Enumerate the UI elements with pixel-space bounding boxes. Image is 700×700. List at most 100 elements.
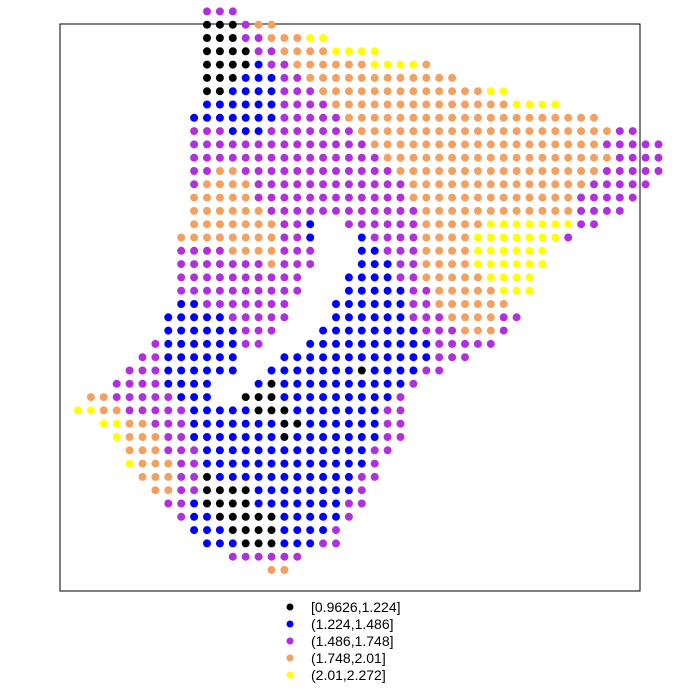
data-point [280, 167, 289, 175]
data-point [280, 393, 289, 402]
data-point [344, 127, 353, 136]
data-point [577, 167, 586, 175]
data-point [422, 260, 431, 269]
data-point [254, 539, 263, 548]
data-point [177, 499, 186, 508]
data-point [74, 406, 82, 415]
data-point [383, 313, 392, 322]
data-point [241, 526, 250, 535]
data-point [448, 273, 457, 282]
data-point [319, 393, 328, 402]
data-point [241, 393, 250, 402]
data-point [228, 34, 237, 42]
data-point [164, 353, 173, 362]
data-point [344, 393, 353, 402]
data-point [602, 206, 611, 215]
data-point [151, 459, 160, 468]
data-point [267, 419, 276, 428]
data-point [448, 153, 457, 162]
data-point [254, 552, 263, 561]
data-point [228, 113, 237, 122]
data-point [383, 353, 392, 362]
data-point [615, 180, 624, 189]
data-point [435, 286, 444, 295]
data-point [422, 140, 431, 149]
data-point [344, 180, 353, 189]
data-point [396, 326, 405, 335]
data-point [357, 180, 366, 189]
data-point [280, 113, 289, 122]
data-point [319, 339, 328, 348]
data-point [267, 379, 276, 388]
data-point [267, 552, 276, 561]
data-point [602, 180, 611, 189]
data-point [293, 552, 302, 561]
data-point [409, 220, 418, 229]
data-point [203, 419, 211, 428]
data-point [228, 220, 237, 229]
data-point [267, 60, 276, 69]
data-point [525, 206, 534, 215]
data-point [641, 167, 650, 175]
data-point [203, 193, 211, 202]
data-point [332, 366, 340, 375]
data-point [293, 446, 302, 455]
data-point [512, 313, 521, 322]
data-point [280, 446, 289, 455]
data-point [448, 260, 457, 269]
data-point [319, 472, 328, 481]
data-point [396, 220, 405, 229]
data-point [241, 206, 250, 215]
data-point [357, 127, 366, 136]
data-point [383, 406, 392, 415]
data-point [241, 446, 250, 455]
data-point [473, 206, 482, 215]
data-point [590, 167, 598, 175]
data-point [435, 113, 444, 122]
data-point [319, 512, 328, 521]
data-point [241, 20, 250, 29]
legend-marker-1 [286, 620, 294, 628]
data-point [138, 459, 147, 468]
data-point [435, 233, 444, 242]
data-point [357, 167, 366, 175]
data-point [241, 47, 250, 56]
data-point [512, 286, 521, 295]
data-point [525, 167, 534, 175]
data-point [254, 419, 263, 428]
data-point [293, 47, 302, 56]
data-point [332, 100, 340, 109]
data-point [344, 140, 353, 149]
data-point [138, 366, 147, 375]
data-point [357, 339, 366, 348]
data-point [590, 140, 598, 149]
data-point [486, 153, 495, 162]
data-point [448, 113, 457, 122]
data-point [164, 366, 173, 375]
data-point [254, 180, 263, 189]
data-point [332, 180, 340, 189]
data-point [254, 446, 263, 455]
data-point [383, 73, 392, 82]
data-point [241, 539, 250, 548]
data-point [396, 100, 405, 109]
data-point [461, 140, 469, 149]
data-point [293, 286, 302, 295]
data-point [190, 499, 199, 508]
data-point [190, 486, 199, 495]
data-point [435, 260, 444, 269]
data-point [512, 233, 521, 242]
data-point [280, 206, 289, 215]
data-point [190, 472, 199, 481]
data-point [280, 100, 289, 109]
data-point [448, 73, 457, 82]
data-point [203, 127, 211, 136]
data-point [473, 313, 482, 322]
data-point [215, 446, 224, 455]
data-point [241, 552, 250, 561]
data-point [203, 246, 211, 255]
data-point [383, 446, 392, 455]
data-point [280, 419, 289, 428]
data-point [280, 300, 289, 308]
